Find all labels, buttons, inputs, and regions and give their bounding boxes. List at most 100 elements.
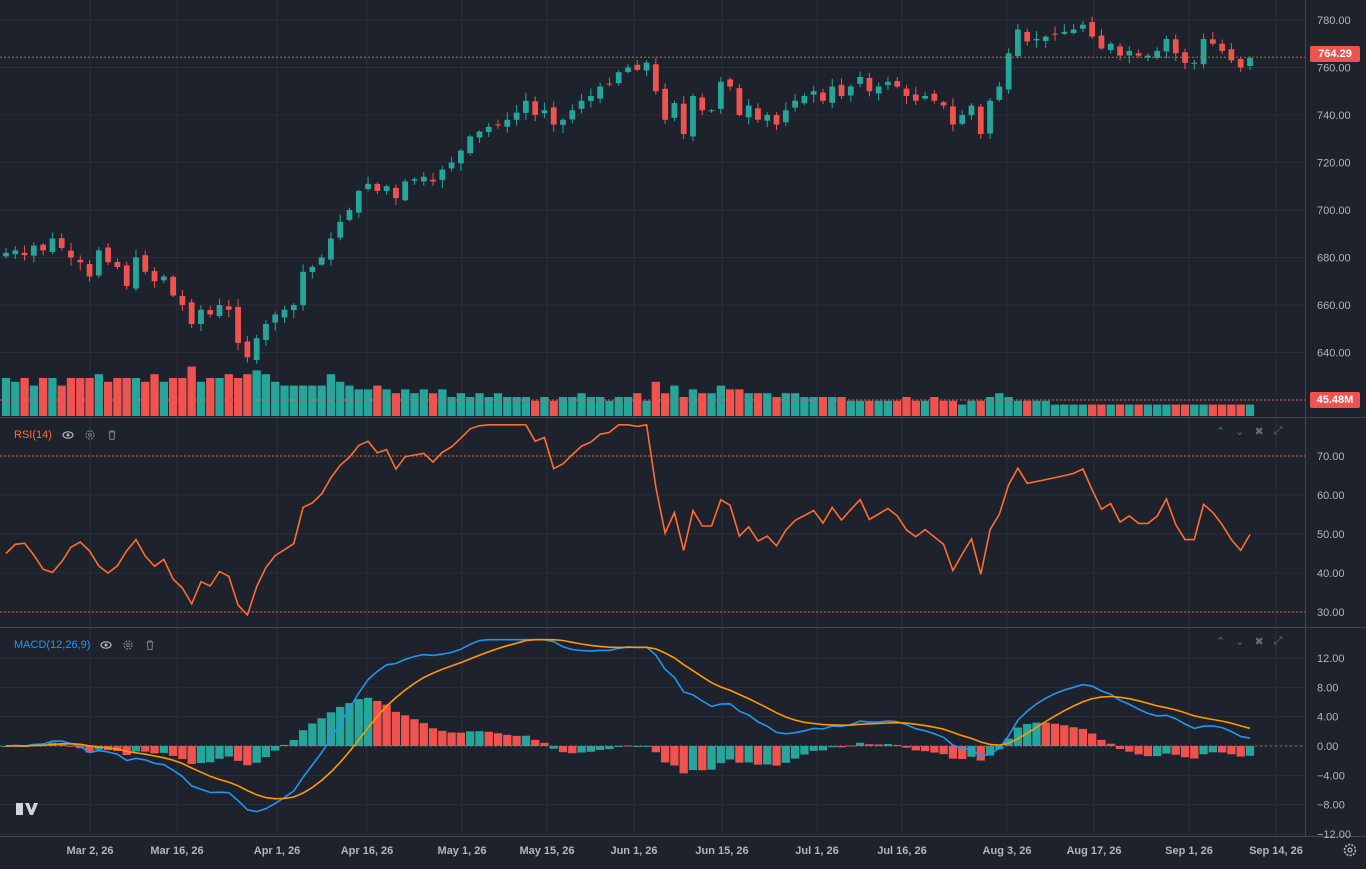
macd-histogram-bar — [233, 746, 243, 761]
volume-bar — [85, 378, 94, 416]
macd-histogram-bar — [633, 746, 642, 747]
volume-bar — [744, 393, 753, 416]
price-tick-label: 700.00 — [1317, 205, 1351, 217]
candle-body — [318, 257, 325, 265]
macd-histogram-bar — [651, 746, 660, 753]
macd-pane[interactable] — [0, 638, 1305, 813]
macd-histogram-bar — [1227, 746, 1236, 755]
macd-histogram-bar — [317, 718, 326, 746]
volume-bar — [688, 389, 698, 416]
volume-bar — [753, 393, 763, 416]
candle-body — [820, 92, 826, 101]
macd-histogram-bar — [224, 746, 233, 757]
collapse-icon[interactable]: ✖ — [1254, 636, 1264, 648]
macd-histogram-bar — [818, 746, 828, 751]
candle-body — [430, 179, 436, 182]
chevron-down-icon[interactable]: ⌄ — [1235, 636, 1245, 648]
volume-bar — [113, 378, 122, 416]
candle-body — [1247, 58, 1253, 66]
candle-body — [300, 271, 306, 306]
candle-body — [105, 247, 111, 263]
macd-histogram-bar — [484, 731, 493, 746]
macd-histogram-bar — [85, 746, 94, 753]
volume-bar — [363, 389, 373, 416]
date-tick-label: Mar 16, 26 — [150, 845, 203, 857]
candle-body — [1061, 31, 1068, 34]
candle-body — [114, 261, 121, 267]
candle-body — [829, 86, 836, 103]
volume-bar — [20, 378, 29, 416]
volume-bar — [233, 378, 243, 416]
volume-bar — [428, 393, 438, 416]
volume-bar — [521, 397, 531, 416]
volume-bar — [1060, 404, 1069, 416]
volume-bar — [1236, 404, 1245, 416]
candle-body — [170, 276, 176, 296]
macd-histogram-bar — [438, 730, 447, 746]
trash-icon[interactable] — [106, 429, 118, 441]
macd-histogram-bar — [252, 746, 261, 763]
tradingview-logo-icon[interactable] — [14, 799, 40, 821]
rsi-pane[interactable] — [0, 423, 1305, 617]
chevron-up-icon[interactable]: ⌃ — [1216, 426, 1226, 438]
macd-histogram-bar — [596, 746, 605, 751]
volume-bar — [1218, 404, 1227, 416]
volume-bar — [419, 389, 428, 416]
macd-histogram-bar — [688, 746, 698, 771]
candle-body — [328, 238, 334, 260]
volume-bar — [438, 389, 447, 416]
volume-bar — [317, 385, 326, 416]
collapse-icon[interactable]: ✖ — [1254, 426, 1264, 438]
candle-body — [931, 93, 938, 101]
volume-bar — [614, 397, 623, 416]
gear-icon[interactable] — [1340, 840, 1360, 860]
chevron-down-icon[interactable]: ⌄ — [1235, 426, 1245, 438]
volume-bar — [48, 378, 57, 416]
volume-bar — [271, 381, 280, 416]
volume-bar — [725, 389, 735, 416]
macd-histogram-bar — [763, 746, 772, 765]
volume-bar — [939, 400, 948, 416]
macd-histogram-bar — [206, 746, 215, 763]
volume-bar — [902, 397, 911, 416]
eye-icon[interactable] — [100, 639, 113, 651]
macd-histogram-bar — [531, 739, 540, 746]
candle-body — [142, 255, 149, 272]
candle-body — [68, 250, 74, 258]
maximize-icon[interactable]: ⤢ — [1273, 635, 1283, 647]
volume-bar — [976, 400, 985, 416]
candle-body — [792, 100, 798, 108]
candle-body — [485, 126, 492, 132]
macd-pane-controls: ⌃ ⌄ ✖ ⤢ — [1216, 635, 1282, 648]
eye-icon[interactable] — [62, 429, 74, 441]
macd-histogram-bar — [466, 731, 475, 746]
price-tick-label: 780.00 — [1317, 15, 1351, 27]
volume-bar — [382, 389, 391, 416]
macd-histogram-bar — [428, 728, 438, 746]
candle-body — [1237, 59, 1244, 68]
macd-histogram-bar — [1088, 733, 1097, 746]
settings-icon[interactable] — [84, 429, 96, 441]
macd-histogram-bar — [1078, 728, 1088, 746]
macd-histogram-bar — [911, 746, 920, 751]
trash-icon[interactable] — [144, 639, 156, 651]
settings-icon[interactable] — [122, 639, 134, 651]
macd-histogram-bar — [670, 746, 679, 766]
volume-bar — [1180, 404, 1190, 416]
price-pane[interactable] — [0, 16, 1305, 416]
volume-bar — [1227, 404, 1236, 416]
macd-histogram-bar — [985, 746, 995, 756]
maximize-icon[interactable]: ⤢ — [1273, 425, 1283, 437]
macd-histogram-bar — [150, 746, 159, 754]
candle-body — [1080, 24, 1086, 29]
date-tick-label: May 1, 26 — [438, 845, 487, 857]
chevron-up-icon[interactable]: ⌃ — [1216, 636, 1226, 648]
macd-histogram-bar — [1171, 746, 1180, 755]
volume-bar — [735, 389, 744, 416]
candle-body — [950, 106, 956, 125]
volume-bar — [642, 400, 651, 416]
price-tick-label: 640.00 — [1317, 348, 1351, 360]
volume-bar — [1199, 404, 1208, 416]
